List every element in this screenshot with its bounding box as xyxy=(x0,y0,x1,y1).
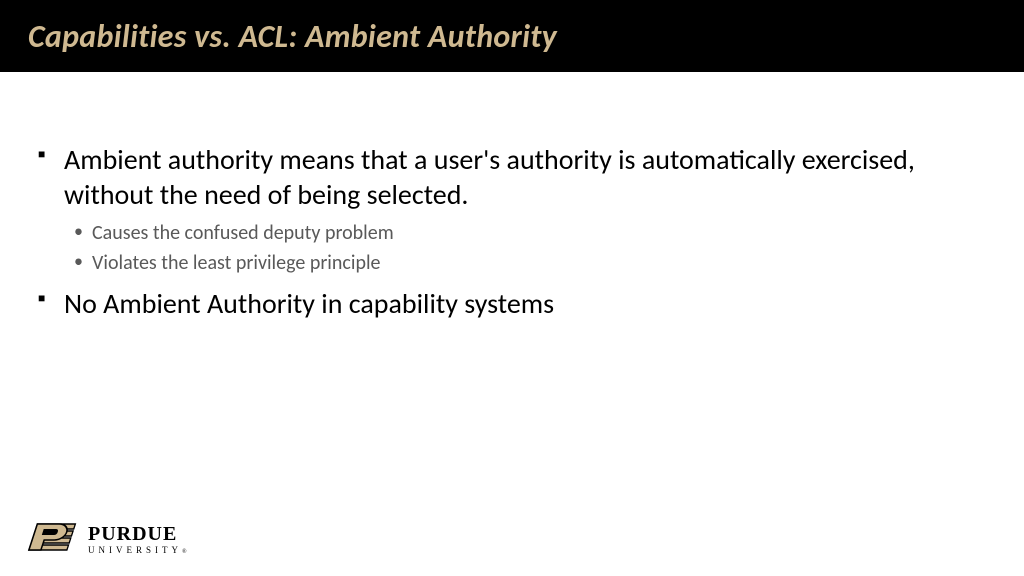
sub-bullet-item: Violates the least privilege principle xyxy=(72,248,988,278)
bullet-text: Ambient authority means that a user's au… xyxy=(64,142,915,212)
slide-title: Capabilities vs. ACL: Ambient Authority xyxy=(28,17,557,56)
sub-bullet-item: Causes the confused deputy problem xyxy=(72,218,988,248)
registered-mark: ® xyxy=(182,549,187,555)
logo-sub-text: UNIVERSITY® xyxy=(88,546,187,555)
sub-bullet-text: Causes the confused deputy problem xyxy=(92,221,394,245)
bullet-text: No Ambient Authority in capability syste… xyxy=(64,286,554,321)
sub-bullet-text: Violates the least privilege principle xyxy=(92,251,381,275)
purdue-logo-icon xyxy=(26,522,78,556)
bullet-item: No Ambient Authority in capability syste… xyxy=(36,286,988,321)
slide-header: Capabilities vs. ACL: Ambient Authority xyxy=(0,0,1024,72)
slide-body: Ambient authority means that a user's au… xyxy=(0,72,1024,321)
sub-bullet-list: Causes the confused deputy problem Viola… xyxy=(72,218,988,278)
bullet-item: Ambient authority means that a user's au… xyxy=(36,142,988,278)
logo-main-text: PURDUE xyxy=(88,524,187,544)
bullet-list: Ambient authority means that a user's au… xyxy=(36,142,988,321)
slide-footer: PURDUE UNIVERSITY® xyxy=(26,522,187,556)
purdue-logo-text: PURDUE UNIVERSITY® xyxy=(88,524,187,555)
